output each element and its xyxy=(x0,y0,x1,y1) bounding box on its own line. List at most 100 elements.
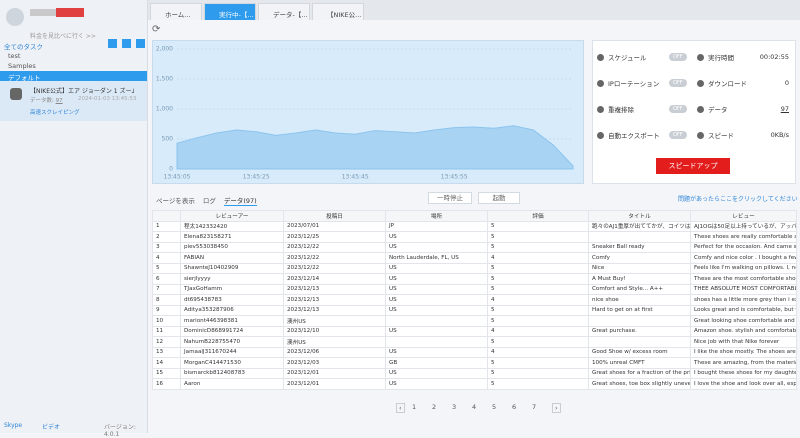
x-tick-label: 13:45:45 xyxy=(342,174,369,181)
row: 13 JamaalJ311670244 2023/12/06 US 4 Good Shoe… xyxy=(152,346,797,358)
folder[interactable]: Samples xyxy=(8,62,36,70)
cell: US xyxy=(385,241,488,253)
cell: 5 xyxy=(487,283,589,295)
speed-up-button[interactable]: スピードアップ xyxy=(656,158,730,174)
stat-label: 実行時間 xyxy=(708,54,734,62)
stat: 実行時間 00:02:55 xyxy=(697,45,797,69)
cell: Aaron xyxy=(180,378,284,390)
start-button[interactable]: 起動 xyxy=(478,192,520,204)
stat-label: ダウンロード xyxy=(708,80,747,88)
page-number[interactable]: 3 xyxy=(452,403,457,411)
pause-button[interactable]: 一時停止 xyxy=(428,192,472,204)
cell: 2023/07/01 xyxy=(283,220,386,232)
avatar xyxy=(6,8,24,26)
stat-icon xyxy=(697,53,704,61)
row: 10 mariont446398381 澳州US 5 Great looking sho… xyxy=(152,315,797,327)
sub-tab[interactable]: ログ xyxy=(202,197,216,205)
cell: US xyxy=(385,367,488,379)
version: バージョン: 4.0.1 xyxy=(104,424,136,438)
prev[interactable]: ‹ xyxy=(396,403,405,413)
cell: US xyxy=(385,273,488,285)
cell: Feels like I'm walking on pillows. I, ne… xyxy=(690,262,797,274)
stats-panel: スケジュール OFF 実行時間 00:02:55 IPローテーション OFF ダウンロード 0… xyxy=(592,40,796,184)
cell: Comfy xyxy=(588,252,691,264)
row: 2 Elena823158271 2023/12/25 US 5 These shoes … xyxy=(152,231,797,243)
cell: Great shoes, toe box slightly uneven for… xyxy=(588,378,691,390)
refresh-button[interactable]: ⟳ xyxy=(152,24,161,35)
page-number[interactable]: 5 xyxy=(492,403,497,411)
task-item[interactable] xyxy=(0,81,147,121)
toggle[interactable]: OFF xyxy=(669,105,687,113)
cell: 5 xyxy=(487,241,589,253)
skype-link[interactable]: Skype xyxy=(4,422,23,429)
cell: 7 xyxy=(152,283,181,295)
folder[interactable]: test xyxy=(8,52,21,60)
y-tick-label: 2,000 xyxy=(156,46,173,53)
stat-icon xyxy=(597,79,604,87)
sidebar: 料金を見比べに行く >> 全てのタスク test Samples デフォルト 【… xyxy=(0,0,148,438)
cell xyxy=(385,336,488,348)
toggle[interactable]: OFF xyxy=(669,131,687,139)
cell: 8 xyxy=(152,294,181,306)
row: 3 piev553038450 2023/12/22 US 5 Sneaker Ball … xyxy=(152,241,797,253)
cell: 5 xyxy=(487,367,589,379)
page-number[interactable]: 4 xyxy=(472,403,477,411)
cell: US xyxy=(385,283,488,295)
video-link[interactable]: ビデオ xyxy=(42,424,61,431)
cell: US xyxy=(385,325,488,337)
cell: 跑々のAJ1重厚が出ててかが、コイツは最高 xyxy=(588,220,691,232)
cell: 14 xyxy=(152,357,181,369)
cell: Aditya353287906 xyxy=(180,304,284,316)
icon-button[interactable] xyxy=(136,39,145,48)
stat: スケジュール OFF xyxy=(597,45,697,69)
task-icon xyxy=(10,88,22,100)
cell: 4 xyxy=(487,294,589,306)
stat-label: 重複排除 xyxy=(608,106,634,114)
tab[interactable]: ホーム... xyxy=(150,3,202,20)
stat-icon xyxy=(597,105,604,113)
icon-button[interactable] xyxy=(122,39,131,48)
cell: 2023/12/01 xyxy=(283,378,386,390)
cell: US xyxy=(385,294,488,306)
task-time: 2024-01-03 13:45:53 xyxy=(78,96,137,102)
sub-tab[interactable]: データ(97) xyxy=(223,197,257,206)
cell: 6 xyxy=(152,273,181,285)
stat-icon xyxy=(597,53,604,61)
icon-button[interactable] xyxy=(108,39,117,48)
folder[interactable]: デフォルト xyxy=(8,74,41,82)
page-number[interactable]: 6 xyxy=(512,403,517,411)
y-tick-label: 1,000 xyxy=(156,106,173,113)
cell: 澳州US xyxy=(283,315,386,327)
tab[interactable]: データ-【... xyxy=(258,3,310,20)
cell: sierjlyyyy xyxy=(180,273,284,285)
page-number[interactable]: 7 xyxy=(532,403,537,411)
cell: 2023/12/22 xyxy=(283,241,386,253)
page-number[interactable]: 1 xyxy=(412,403,417,411)
count[interactable]: 97 xyxy=(55,98,63,104)
tab[interactable]: 実行中-【... xyxy=(204,3,256,20)
promo-link[interactable]: 料金を見比べに行く >> xyxy=(30,33,96,40)
cell: US xyxy=(385,304,488,316)
cell: 5 xyxy=(487,378,589,390)
tab[interactable]: 【NIKE公... xyxy=(312,3,364,20)
cell: 程太142332420 xyxy=(180,220,284,232)
task-title[interactable]: 【NIKE公式】エア ジョーダン 1 ズーム コ... xyxy=(30,88,134,95)
help-link[interactable]: 問題があったらここをクリックしてください xyxy=(678,196,798,203)
toggle[interactable]: OFF xyxy=(669,79,687,87)
next[interactable]: › xyxy=(552,403,561,413)
sub-tab[interactable]: ページを表示 xyxy=(156,197,195,205)
header-cell: 場所 xyxy=(385,210,488,222)
header-cell: タイトル xyxy=(588,210,691,222)
cell xyxy=(588,315,691,327)
cell: Amazon shoe. stylish and comfortable. xyxy=(690,325,797,337)
cell: 2023/12/06 xyxy=(283,346,386,358)
all-tasks[interactable]: 全てのタスク xyxy=(4,43,43,51)
stat-icon xyxy=(597,131,604,139)
y-tick-label: 0 xyxy=(169,166,173,173)
stat: ダウンロード 0 xyxy=(697,71,797,95)
page-number[interactable]: 2 xyxy=(432,403,437,411)
stat-label: データ xyxy=(708,106,728,114)
cell: 5 xyxy=(487,315,589,327)
tab-bar: ホーム... 実行中-【... データ-【... 【NIKE公... xyxy=(148,0,800,20)
toggle[interactable]: OFF xyxy=(669,53,687,61)
